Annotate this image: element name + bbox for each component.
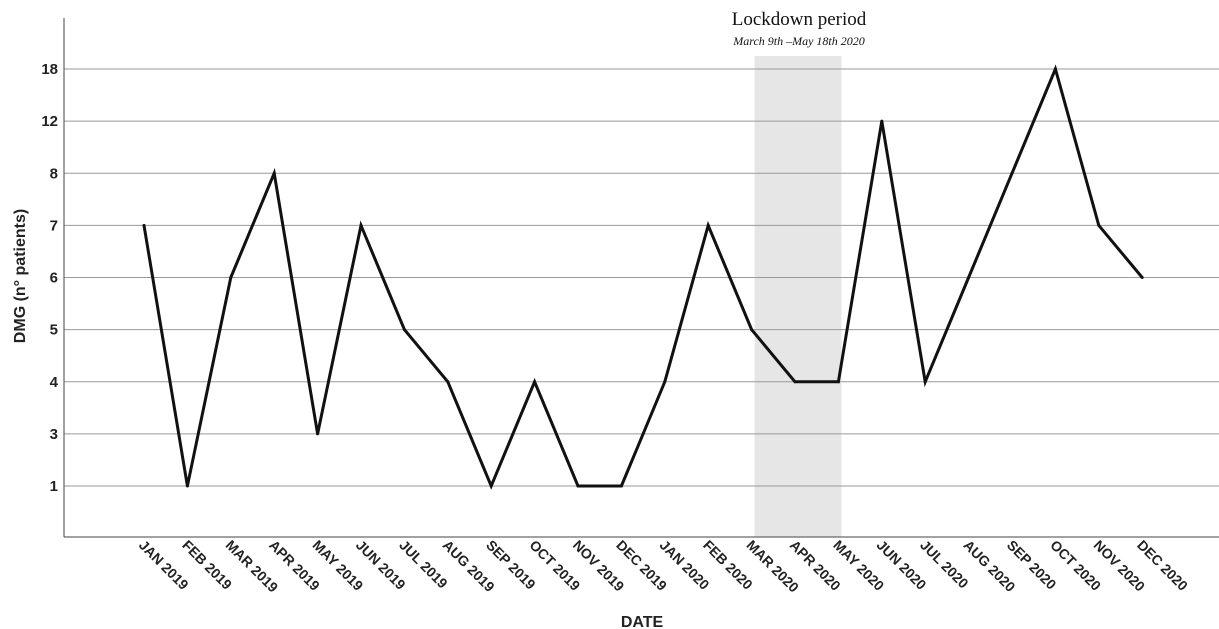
y-tick-label: 7 bbox=[50, 217, 58, 234]
data-point bbox=[316, 432, 320, 436]
data-point bbox=[359, 223, 363, 227]
data-point bbox=[923, 380, 927, 384]
data-point bbox=[619, 484, 623, 488]
data-point bbox=[489, 484, 493, 488]
y-tick-label: 5 bbox=[50, 322, 58, 339]
data-point bbox=[1140, 276, 1144, 279]
lockdown-dates: March 9th –May 18th 2020 bbox=[732, 34, 865, 48]
data-point bbox=[229, 276, 233, 279]
data-point bbox=[402, 328, 406, 332]
y-tick-label: 8 bbox=[50, 165, 58, 182]
data-point bbox=[272, 171, 276, 175]
data-point bbox=[142, 223, 146, 227]
y-tick-label: 18 bbox=[41, 61, 58, 78]
data-point bbox=[793, 380, 797, 384]
y-tick-label: 1 bbox=[50, 478, 58, 495]
lockdown-shade bbox=[754, 56, 842, 537]
data-point bbox=[1053, 67, 1057, 71]
y-axis-title: DMG (n° patients) bbox=[12, 209, 29, 343]
data-point bbox=[750, 328, 754, 332]
data-point bbox=[1097, 223, 1101, 227]
data-point bbox=[663, 380, 667, 384]
y-tick-label: 4 bbox=[50, 374, 59, 391]
data-point bbox=[1010, 171, 1014, 175]
series-line bbox=[142, 64, 1144, 490]
gridlines bbox=[64, 68, 1219, 487]
y-tick-label: 12 bbox=[41, 113, 58, 130]
data-point bbox=[446, 380, 450, 384]
y-tick-labels: 18 12 8 7 6 5 4 3 1 bbox=[41, 61, 58, 495]
x-axis-title: DATE bbox=[621, 614, 664, 629]
data-point bbox=[967, 276, 971, 279]
data-point bbox=[576, 484, 580, 488]
lockdown-title: Lockdown period bbox=[732, 9, 867, 30]
y-tick-label: 6 bbox=[50, 270, 58, 287]
data-point bbox=[185, 484, 189, 488]
data-point bbox=[836, 380, 840, 384]
y-tick-label: 3 bbox=[50, 426, 58, 443]
data-point bbox=[533, 380, 537, 384]
data-point bbox=[880, 119, 884, 123]
data-point bbox=[706, 223, 710, 227]
